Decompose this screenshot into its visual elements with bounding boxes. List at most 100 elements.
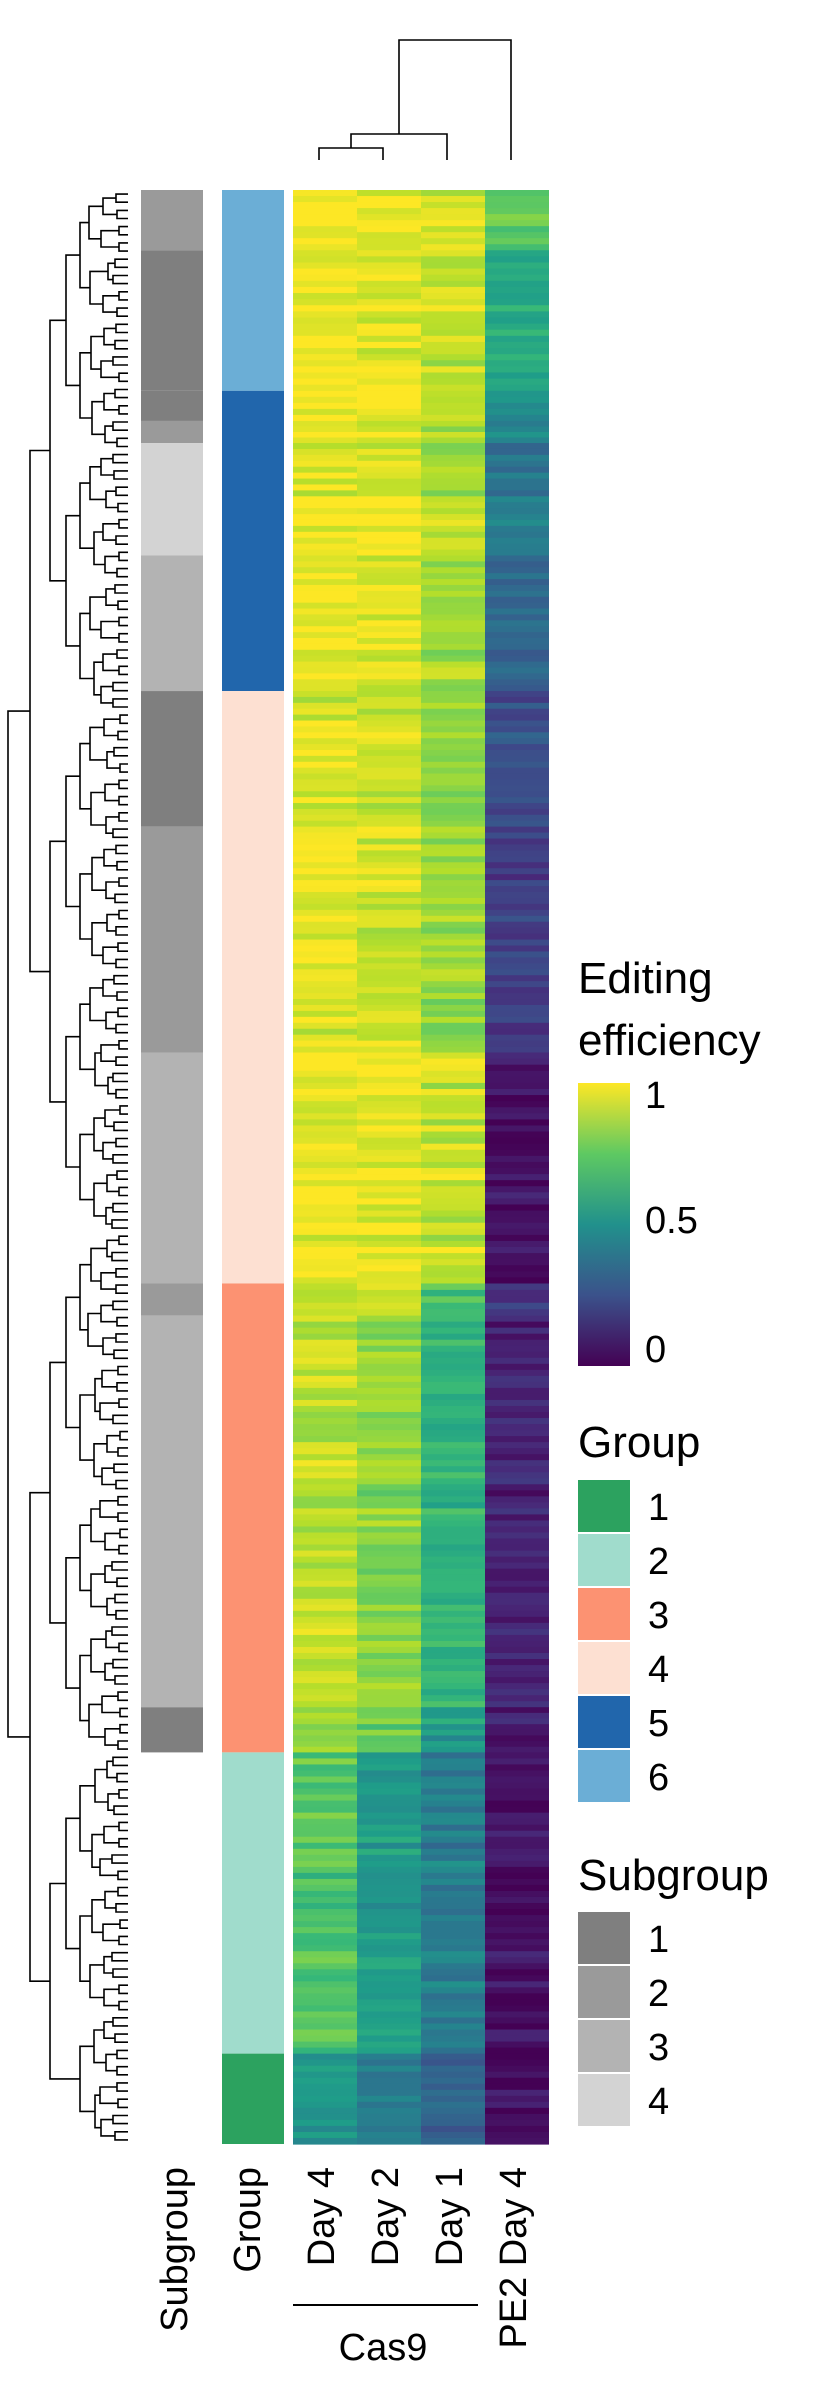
heatmap-cell bbox=[293, 726, 357, 733]
heatmap-cell bbox=[357, 1532, 421, 1540]
heatmap-cell bbox=[357, 335, 421, 343]
heatmap-cell bbox=[293, 1198, 357, 1206]
heatmap-cell bbox=[421, 1052, 485, 1060]
row-dendro-link bbox=[65, 1035, 80, 1168]
heatmap-cell bbox=[357, 638, 421, 645]
heatmap-cell bbox=[421, 414, 485, 422]
heatmap-cell bbox=[421, 1999, 485, 2007]
heatmap-cell bbox=[293, 773, 357, 781]
heatmap-cell bbox=[421, 1659, 485, 1666]
row-dendro-link bbox=[79, 873, 92, 940]
heatmap-cell bbox=[357, 1933, 421, 1940]
heatmap-cell bbox=[293, 1357, 357, 1365]
heatmap-cell bbox=[357, 1544, 421, 1552]
heatmap-cell bbox=[485, 1234, 549, 1242]
heatmap-cell bbox=[485, 1909, 549, 1916]
heatmap-cell bbox=[293, 1735, 357, 1742]
heatmap-cell bbox=[485, 1652, 549, 1660]
color-scale-bar bbox=[578, 1083, 630, 1366]
heatmap-cell bbox=[485, 761, 549, 769]
heatmap-cell bbox=[293, 1634, 357, 1642]
heatmap-cell bbox=[293, 2137, 357, 2145]
row-dendro-link bbox=[65, 1817, 80, 1950]
row-dendro-link bbox=[116, 567, 128, 578]
heatmap-cell bbox=[485, 543, 549, 551]
annotation-label-group: Group bbox=[227, 2167, 269, 2273]
row-dendro-link bbox=[100, 685, 113, 704]
row-dendro-link bbox=[118, 1186, 128, 1197]
heatmap-cell bbox=[421, 921, 485, 929]
heatmap-cell bbox=[421, 1180, 485, 1187]
heatmap-cell bbox=[485, 1161, 549, 1169]
heatmap-cell bbox=[485, 202, 549, 209]
heatmap-cell bbox=[357, 402, 421, 410]
heatmap-cell bbox=[485, 2131, 549, 2139]
heatmap-cell bbox=[485, 579, 549, 586]
heatmap-cell bbox=[421, 1046, 485, 1054]
heatmap-cell bbox=[357, 1095, 421, 1102]
heatmap-cell bbox=[293, 2119, 357, 2127]
heatmap-cell bbox=[293, 579, 357, 586]
subgroup-legend-label-4: 4 bbox=[648, 2081, 669, 2123]
heatmap-cell bbox=[421, 537, 485, 545]
heatmap-cell bbox=[421, 1746, 485, 1753]
heatmap-cell bbox=[357, 1677, 421, 1684]
row-dendro-link bbox=[106, 1760, 117, 1779]
heatmap-cell bbox=[293, 268, 357, 276]
heatmap-cell bbox=[421, 1945, 485, 1952]
heatmap-cell bbox=[357, 951, 421, 959]
heatmap-cell bbox=[421, 268, 485, 276]
heatmap-cell bbox=[293, 1466, 357, 1473]
heatmap-cell bbox=[293, 280, 357, 288]
heatmap-cell bbox=[421, 1363, 485, 1371]
row-dendro-link bbox=[116, 307, 128, 317]
heatmap-cell bbox=[421, 1872, 485, 1880]
heatmap-cell bbox=[357, 685, 421, 692]
heatmap-cell bbox=[421, 1076, 485, 1084]
heatmap-cell bbox=[421, 744, 485, 751]
heatmap-cell bbox=[421, 341, 485, 349]
row-dendro-link bbox=[91, 1833, 104, 1868]
heatmap-cell bbox=[485, 1890, 549, 1898]
heatmap-cell bbox=[421, 1472, 485, 1479]
row-dendro-link bbox=[116, 1772, 128, 1783]
heatmap-cell bbox=[357, 1351, 421, 1359]
heatmap-cell bbox=[421, 584, 485, 592]
heatmap-cell bbox=[357, 1234, 421, 1242]
heatmap-cell bbox=[357, 1149, 421, 1157]
heatmap-cell bbox=[293, 1764, 357, 1772]
heatmap-cell bbox=[421, 1969, 485, 1976]
row-dendro-link bbox=[112, 681, 128, 692]
subgroup-segment-2 bbox=[141, 190, 203, 251]
heatmap-cell bbox=[421, 1302, 485, 1310]
heatmap-cell bbox=[421, 1896, 485, 1904]
heatmap-cell bbox=[357, 1333, 421, 1341]
heatmap-cell bbox=[485, 1210, 549, 1218]
heatmap-cell bbox=[485, 1418, 549, 1425]
heatmap-cell bbox=[485, 1466, 549, 1473]
row-dendro-link bbox=[113, 470, 128, 480]
row-dendro-link bbox=[119, 763, 128, 773]
heatmap-cell bbox=[293, 1556, 357, 1564]
heatmap-cell bbox=[421, 696, 485, 704]
heatmap-cell bbox=[485, 1216, 549, 1224]
heatmap-cell bbox=[485, 1556, 549, 1564]
row-dendro-link bbox=[115, 1479, 128, 1490]
group-legend-swatch-6 bbox=[578, 1750, 630, 1802]
heatmap-cell bbox=[357, 1586, 421, 1594]
heatmap-cell bbox=[485, 1101, 549, 1108]
heatmap-cell bbox=[357, 1741, 421, 1748]
row-dendro-link bbox=[117, 1495, 128, 1506]
heatmap-cell bbox=[421, 720, 485, 728]
heatmap-cell bbox=[357, 1210, 421, 1218]
heatmap-cell bbox=[357, 220, 421, 227]
heatmap-cell bbox=[357, 720, 421, 728]
heatmap-cell bbox=[421, 1741, 485, 1748]
heatmap-cell bbox=[485, 880, 549, 887]
heatmap-cell bbox=[485, 396, 549, 404]
heatmap-cell bbox=[293, 620, 357, 627]
heatmap-cell bbox=[485, 1478, 549, 1485]
row-dendro-link bbox=[102, 1923, 120, 1942]
heatmap-cell bbox=[421, 286, 485, 294]
heatmap-cell bbox=[485, 1562, 549, 1570]
